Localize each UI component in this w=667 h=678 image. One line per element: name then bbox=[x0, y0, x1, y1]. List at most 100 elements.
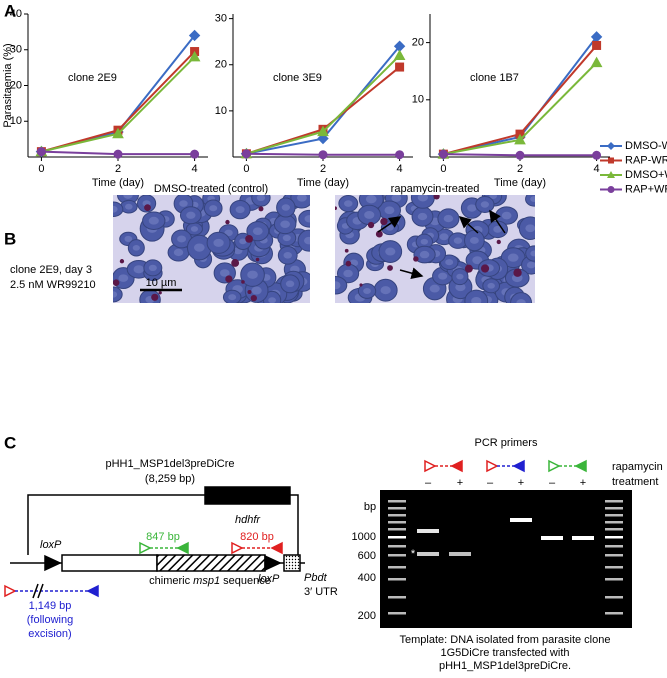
cell-center bbox=[247, 270, 258, 279]
gel-primers bbox=[424, 459, 587, 473]
cell-center bbox=[132, 245, 140, 251]
point bbox=[241, 149, 251, 159]
parasite bbox=[258, 206, 264, 212]
gel bbox=[380, 490, 632, 628]
ladder-band bbox=[388, 566, 406, 569]
point bbox=[438, 149, 448, 159]
legend-label: RAP-WR bbox=[625, 154, 667, 166]
gel-unit: bp bbox=[364, 501, 376, 513]
ladder-band bbox=[605, 507, 623, 510]
point bbox=[592, 40, 602, 50]
cell-center bbox=[228, 294, 237, 301]
cell-center bbox=[417, 195, 429, 202]
cell-center bbox=[429, 284, 440, 293]
parasite bbox=[464, 264, 473, 273]
cell-center bbox=[148, 216, 159, 225]
plasmid-map bbox=[10, 486, 305, 572]
cell-center bbox=[480, 201, 489, 208]
cell-center bbox=[177, 235, 187, 243]
lane-label: + bbox=[580, 477, 586, 489]
cell-center bbox=[280, 220, 290, 228]
point bbox=[393, 49, 406, 61]
cell-center bbox=[469, 237, 479, 244]
y-tick-label: 10 bbox=[10, 115, 22, 127]
primers bbox=[4, 541, 283, 599]
point bbox=[318, 150, 328, 160]
image-title: rapamycin-treated bbox=[391, 183, 480, 195]
ladder-band bbox=[605, 536, 623, 539]
cell-center bbox=[438, 272, 448, 280]
x-tick-label: 4 bbox=[397, 163, 403, 175]
parasite bbox=[245, 235, 253, 243]
cell-center bbox=[252, 227, 263, 235]
x-tick-label: 2 bbox=[115, 163, 121, 175]
legend-swatch bbox=[608, 157, 614, 164]
cell-center bbox=[391, 195, 402, 202]
size-marker: 400 bbox=[358, 572, 376, 584]
cell-center bbox=[268, 297, 276, 303]
cell-center bbox=[335, 281, 341, 290]
point bbox=[113, 149, 123, 159]
cell-center bbox=[239, 238, 247, 245]
arrows bbox=[377, 209, 506, 280]
plasmid-size: (8,259 bp) bbox=[145, 473, 195, 485]
size-marker: 600 bbox=[358, 550, 376, 562]
cell-center bbox=[445, 259, 454, 266]
band bbox=[449, 552, 471, 556]
annotation: clone 1B7 bbox=[470, 72, 519, 84]
sequence-part: sequence bbox=[220, 575, 271, 587]
legend-marker bbox=[607, 186, 615, 193]
point bbox=[36, 147, 46, 157]
cell-center bbox=[344, 200, 353, 207]
asterisk: * bbox=[411, 548, 416, 560]
cell-center bbox=[472, 256, 483, 265]
cell-center bbox=[516, 299, 526, 303]
cell-center bbox=[133, 265, 144, 274]
size-marker: 1000 bbox=[352, 531, 376, 543]
micrograph bbox=[335, 195, 535, 303]
cell-center bbox=[363, 288, 371, 295]
parasite bbox=[380, 217, 388, 226]
cell-center bbox=[113, 205, 118, 213]
cell-center bbox=[456, 273, 464, 280]
panel-label: B bbox=[4, 229, 16, 248]
cell-center bbox=[471, 296, 482, 303]
x-tick-label: 2 bbox=[517, 163, 523, 175]
x-tick-label: 4 bbox=[192, 163, 198, 175]
y-tick-label: 10 bbox=[215, 105, 227, 117]
cell-center bbox=[282, 234, 291, 242]
lane-label: + bbox=[518, 477, 524, 489]
cell-center bbox=[525, 224, 535, 233]
cell-center bbox=[296, 195, 307, 202]
condition: clone 2E9, day 3 bbox=[10, 264, 92, 276]
cell-center bbox=[173, 248, 184, 257]
ladder-band bbox=[388, 528, 406, 531]
ladder-band bbox=[388, 596, 406, 599]
band bbox=[417, 552, 439, 556]
band bbox=[541, 536, 563, 540]
ladder-band bbox=[605, 554, 623, 557]
cell-center bbox=[385, 247, 396, 256]
legend-swatch bbox=[607, 142, 615, 150]
cell-center bbox=[285, 280, 295, 288]
cell-center bbox=[256, 195, 266, 202]
cell-center bbox=[343, 269, 353, 278]
x-label: Time (day) bbox=[297, 177, 349, 189]
y-tick-label: 30 bbox=[10, 44, 22, 56]
cell-center bbox=[453, 237, 463, 244]
point bbox=[395, 150, 405, 160]
ladder-band bbox=[388, 545, 406, 548]
point bbox=[317, 132, 329, 145]
cell-center bbox=[118, 274, 129, 282]
point bbox=[112, 127, 124, 139]
cell-center bbox=[283, 252, 292, 259]
y-label: Parasitaemia (%) bbox=[2, 43, 14, 127]
cell-center bbox=[281, 204, 290, 211]
panel-label: A bbox=[4, 1, 16, 20]
x-tick-label: 0 bbox=[243, 163, 249, 175]
ladder-band bbox=[605, 528, 623, 531]
utr-label: Pbdt bbox=[304, 572, 328, 584]
cell-center bbox=[365, 195, 377, 204]
